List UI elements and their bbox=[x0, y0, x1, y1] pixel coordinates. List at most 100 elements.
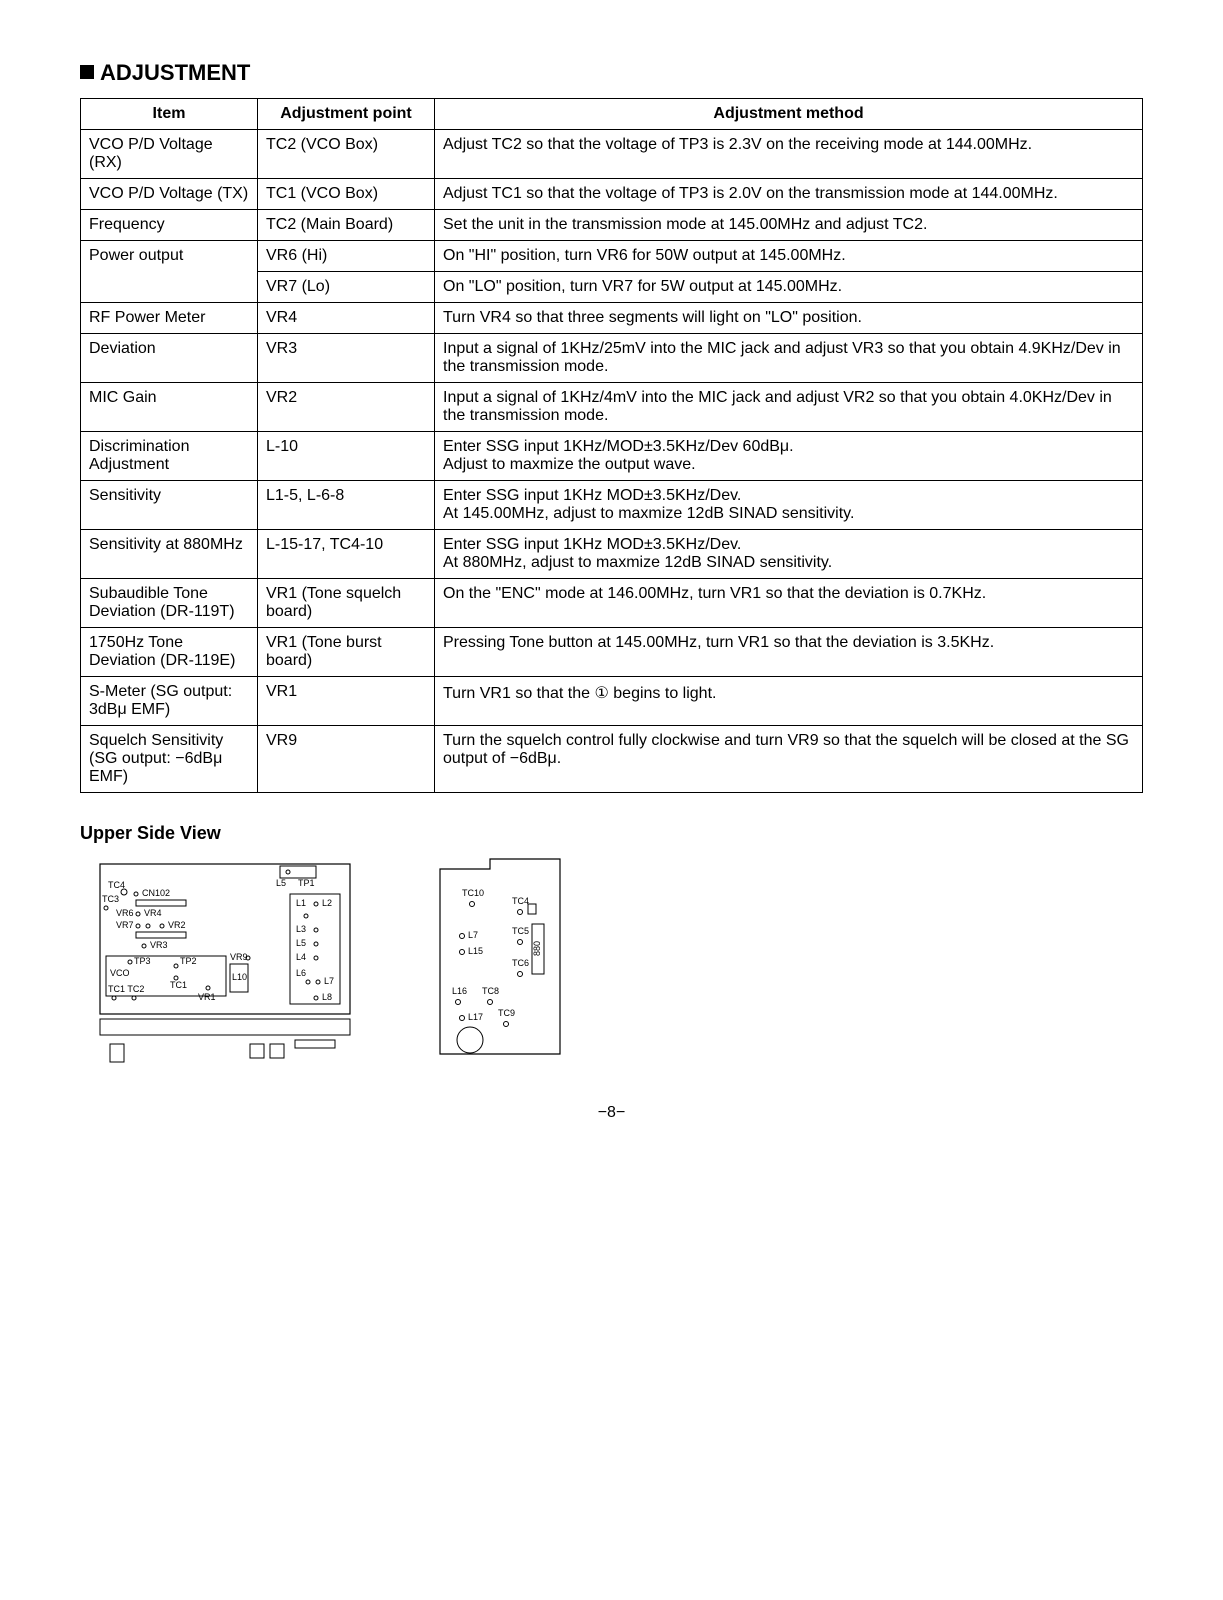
table-row: S-Meter (SG output: 3dBμ EMF)VR1Turn VR1… bbox=[81, 677, 1143, 726]
svg-text:TC4: TC4 bbox=[512, 896, 529, 906]
cell-point: VR1 (Tone burst board) bbox=[258, 628, 435, 677]
svg-text:CN102: CN102 bbox=[142, 888, 170, 898]
svg-text:L15: L15 bbox=[468, 946, 483, 956]
cell-item: Subaudible Tone Deviation (DR-119T) bbox=[81, 579, 258, 628]
svg-text:VCO: VCO bbox=[110, 968, 130, 978]
cell-method: Set the unit in the transmission mode at… bbox=[435, 210, 1143, 241]
svg-text:TP2: TP2 bbox=[180, 956, 197, 966]
header-point: Adjustment point bbox=[258, 99, 435, 130]
svg-text:VR3: VR3 bbox=[150, 940, 168, 950]
svg-text:TC4: TC4 bbox=[108, 880, 125, 890]
svg-text:VR2: VR2 bbox=[168, 920, 186, 930]
svg-text:L17: L17 bbox=[468, 1012, 483, 1022]
svg-text:VR4: VR4 bbox=[144, 908, 162, 918]
svg-text:TC3: TC3 bbox=[102, 894, 119, 904]
upper-side-view-heading: Upper Side View bbox=[80, 823, 1143, 844]
table-row: Subaudible Tone Deviation (DR-119T)VR1 (… bbox=[81, 579, 1143, 628]
table-header-row: Item Adjustment point Adjustment method bbox=[81, 99, 1143, 130]
cell-point: VR1 bbox=[258, 677, 435, 726]
table-row: Power outputVR6 (Hi)On "HI" position, tu… bbox=[81, 241, 1143, 272]
secondary-board-diagram: TC10 TC4 L7 TC5 L15 880 TC6 L16 TC8 L17 … bbox=[420, 854, 590, 1074]
table-row: FrequencyTC2 (Main Board)Set the unit in… bbox=[81, 210, 1143, 241]
cell-point: VR3 bbox=[258, 334, 435, 383]
svg-text:L5: L5 bbox=[296, 938, 306, 948]
cell-item: Power output bbox=[81, 241, 258, 303]
title-text: ADJUSTMENT bbox=[100, 60, 250, 85]
adjustment-table: Item Adjustment point Adjustment method … bbox=[80, 98, 1143, 793]
cell-method: On "HI" position, turn VR6 for 50W outpu… bbox=[435, 241, 1143, 272]
cell-item: RF Power Meter bbox=[81, 303, 258, 334]
cell-method: Pressing Tone button at 145.00MHz, turn … bbox=[435, 628, 1143, 677]
svg-text:TC5: TC5 bbox=[512, 926, 529, 936]
svg-text:L1: L1 bbox=[296, 898, 306, 908]
page-number: −8− bbox=[80, 1104, 1143, 1122]
cell-method: Adjust TC1 so that the voltage of TP3 is… bbox=[435, 179, 1143, 210]
diagrams-container: L5 TP1 TC4 TC3 CN102 VR6 VR4 VR7 VR2 VR3… bbox=[80, 854, 1143, 1074]
cell-method: Turn VR4 so that three segments will lig… bbox=[435, 303, 1143, 334]
cell-item: Squelch Sensitivity (SG output: −6dBμ EM… bbox=[81, 726, 258, 793]
cell-item: MIC Gain bbox=[81, 383, 258, 432]
cell-point: VR7 (Lo) bbox=[258, 272, 435, 303]
svg-text:VR6: VR6 bbox=[116, 908, 134, 918]
cell-point: L-10 bbox=[258, 432, 435, 481]
cell-method: Input a signal of 1KHz/25mV into the MIC… bbox=[435, 334, 1143, 383]
cell-point: TC1 (VCO Box) bbox=[258, 179, 435, 210]
svg-text:TC1: TC1 bbox=[170, 980, 187, 990]
table-row: Discrimination AdjustmentL-10Enter SSG i… bbox=[81, 432, 1143, 481]
square-bullet-icon bbox=[80, 65, 94, 79]
cell-item: VCO P/D Voltage (TX) bbox=[81, 179, 258, 210]
svg-text:L2: L2 bbox=[322, 898, 332, 908]
svg-text:TC8: TC8 bbox=[482, 986, 499, 996]
svg-text:L4: L4 bbox=[296, 952, 306, 962]
svg-text:TP1: TP1 bbox=[298, 878, 315, 888]
cell-method: On the "ENC" mode at 146.00MHz, turn VR1… bbox=[435, 579, 1143, 628]
svg-text:L7: L7 bbox=[324, 976, 334, 986]
table-row: MIC GainVR2Input a signal of 1KHz/4mV in… bbox=[81, 383, 1143, 432]
table-row: Sensitivity at 880MHzL-15-17, TC4-10Ente… bbox=[81, 530, 1143, 579]
svg-text:TC9: TC9 bbox=[498, 1008, 515, 1018]
cell-method: Turn the squelch control fully clockwise… bbox=[435, 726, 1143, 793]
table-row: 1750Hz Tone Deviation (DR-119E)VR1 (Tone… bbox=[81, 628, 1143, 677]
cell-item: 1750Hz Tone Deviation (DR-119E) bbox=[81, 628, 258, 677]
svg-text:L8: L8 bbox=[322, 992, 332, 1002]
cell-method: Enter SSG input 1KHz/MOD±3.5KHz/Dev 60dB… bbox=[435, 432, 1143, 481]
cell-item: VCO P/D Voltage (RX) bbox=[81, 130, 258, 179]
section-title: ADJUSTMENT bbox=[80, 60, 1143, 86]
cell-point: TC2 (VCO Box) bbox=[258, 130, 435, 179]
cell-item: Sensitivity bbox=[81, 481, 258, 530]
cell-point: VR1 (Tone squelch board) bbox=[258, 579, 435, 628]
cell-item: Sensitivity at 880MHz bbox=[81, 530, 258, 579]
cell-point: VR2 bbox=[258, 383, 435, 432]
cell-method: Turn VR1 so that the ① begins to light. bbox=[435, 677, 1143, 726]
table-row: Squelch Sensitivity (SG output: −6dBμ EM… bbox=[81, 726, 1143, 793]
svg-text:880: 880 bbox=[532, 941, 542, 956]
cell-item: Frequency bbox=[81, 210, 258, 241]
svg-text:L6: L6 bbox=[296, 968, 306, 978]
cell-method: Input a signal of 1KHz/4mV into the MIC … bbox=[435, 383, 1143, 432]
cell-method: Adjust TC2 so that the voltage of TP3 is… bbox=[435, 130, 1143, 179]
svg-text:VR9: VR9 bbox=[230, 952, 248, 962]
table-row: RF Power MeterVR4Turn VR4 so that three … bbox=[81, 303, 1143, 334]
svg-text:L16: L16 bbox=[452, 986, 467, 996]
header-item: Item bbox=[81, 99, 258, 130]
table-row: VCO P/D Voltage (RX)TC2 (VCO Box)Adjust … bbox=[81, 130, 1143, 179]
cell-point: L1-5, L-6-8 bbox=[258, 481, 435, 530]
header-method: Adjustment method bbox=[435, 99, 1143, 130]
main-board-diagram: L5 TP1 TC4 TC3 CN102 VR6 VR4 VR7 VR2 VR3… bbox=[80, 854, 360, 1074]
svg-text:TC10: TC10 bbox=[462, 888, 484, 898]
svg-text:L7: L7 bbox=[468, 930, 478, 940]
cell-item: Discrimination Adjustment bbox=[81, 432, 258, 481]
table-row: SensitivityL1-5, L-6-8Enter SSG input 1K… bbox=[81, 481, 1143, 530]
cell-point: L-15-17, TC4-10 bbox=[258, 530, 435, 579]
svg-text:L5: L5 bbox=[276, 878, 286, 888]
cell-method: Enter SSG input 1KHz MOD±3.5KHz/Dev. At … bbox=[435, 530, 1143, 579]
svg-text:TC6: TC6 bbox=[512, 958, 529, 968]
cell-item: Deviation bbox=[81, 334, 258, 383]
cell-item: S-Meter (SG output: 3dBμ EMF) bbox=[81, 677, 258, 726]
svg-text:L10: L10 bbox=[232, 972, 247, 982]
svg-text:TC1 TC2: TC1 TC2 bbox=[108, 984, 144, 994]
table-row: VCO P/D Voltage (TX)TC1 (VCO Box)Adjust … bbox=[81, 179, 1143, 210]
cell-method: Enter SSG input 1KHz MOD±3.5KHz/Dev. At … bbox=[435, 481, 1143, 530]
cell-point: TC2 (Main Board) bbox=[258, 210, 435, 241]
table-row: DeviationVR3Input a signal of 1KHz/25mV … bbox=[81, 334, 1143, 383]
